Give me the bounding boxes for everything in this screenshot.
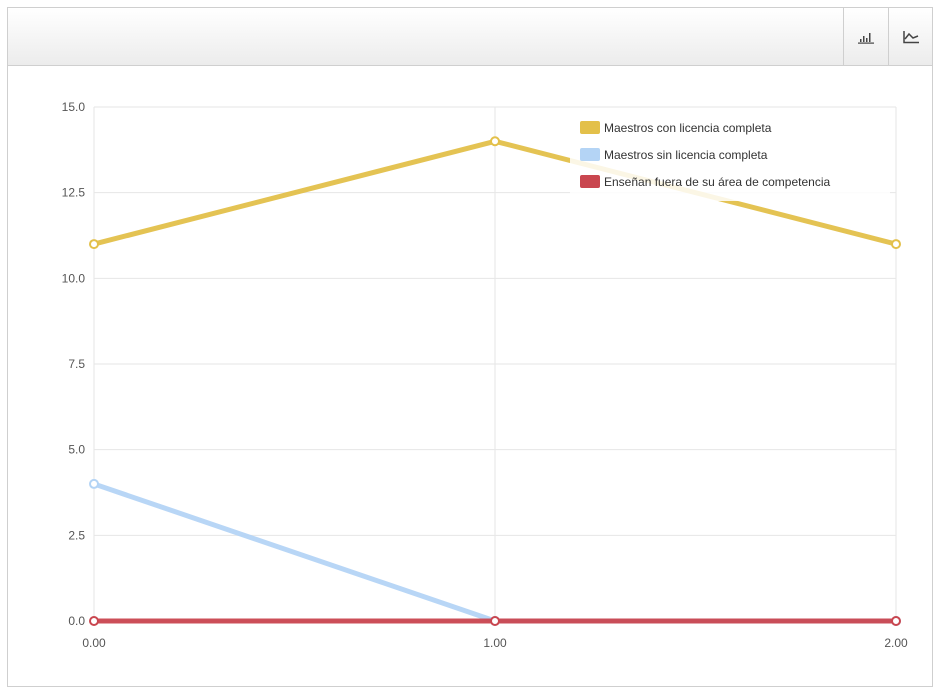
series (89, 136, 901, 626)
legend-swatch (580, 148, 600, 161)
legend-background (570, 116, 890, 201)
y-tick-label: 7.5 (68, 357, 85, 371)
y-tick-label: 15.0 (62, 100, 86, 114)
series-2 (89, 616, 901, 626)
bar-chart-icon (858, 32, 874, 44)
y-tick-label: 10.0 (62, 271, 86, 285)
bar-chart-button[interactable] (843, 8, 888, 65)
data-point[interactable] (490, 136, 500, 147)
data-point[interactable] (891, 616, 901, 626)
data-point[interactable] (89, 239, 99, 250)
line-chart-button[interactable] (888, 8, 933, 65)
data-point[interactable] (490, 616, 500, 626)
chart-toolbar (8, 8, 932, 66)
data-point[interactable] (89, 478, 99, 489)
legend: Maestros con licencia completa Maestros s… (570, 116, 890, 201)
legend-item[interactable]: Maestros sin licencia completa (580, 148, 768, 162)
legend-swatch (580, 121, 600, 134)
data-point[interactable] (89, 616, 99, 626)
legend-item[interactable]: Enseñan fuera de su área de competencia (580, 175, 830, 189)
y-tick-label: 12.5 (62, 186, 86, 200)
series-0 (89, 136, 901, 250)
legend-label: Maestros sin licencia completa (604, 148, 768, 162)
line-chart-icon (903, 30, 919, 43)
x-axis-ticks: 0.00 1.00 2.00 (82, 636, 908, 650)
x-tick-label: 0.00 (82, 636, 106, 650)
legend-label: Enseñan fuera de su área de competencia (604, 175, 830, 189)
legend-label: Maestros con licencia completa (604, 121, 772, 135)
y-tick-label: 2.5 (68, 528, 85, 542)
x-tick-label: 2.00 (884, 636, 908, 650)
y-tick-label: 5.0 (68, 443, 85, 457)
x-tick-label: 1.00 (483, 636, 507, 650)
data-point[interactable] (891, 239, 901, 250)
legend-swatch (580, 175, 600, 188)
y-axis-ticks: 0.0 2.5 5.0 7.5 10.0 12.5 15.0 (62, 100, 86, 628)
y-tick-label: 0.0 (68, 614, 85, 628)
legend-item[interactable]: Maestros con licencia completa (580, 121, 772, 135)
